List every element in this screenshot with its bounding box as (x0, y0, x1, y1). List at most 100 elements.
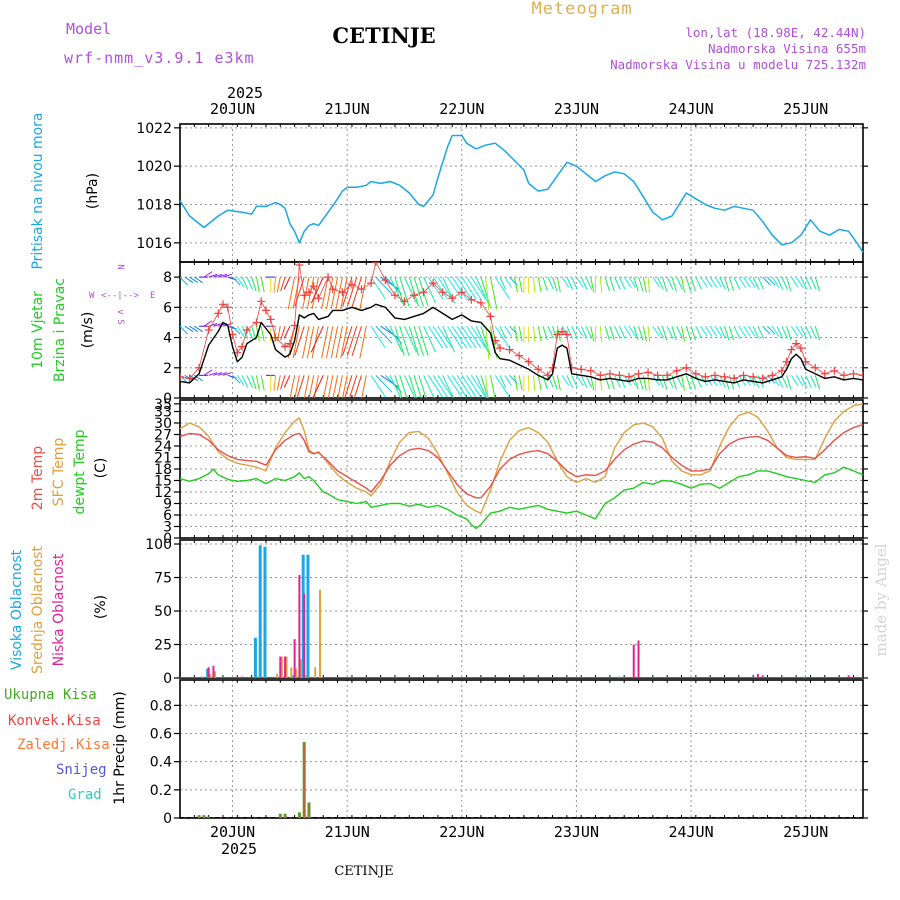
wind-arrow (276, 326, 281, 342)
wind-arrow (389, 375, 402, 398)
wind-arrow (399, 326, 410, 356)
wind-arrow (408, 375, 417, 398)
wind-arrow (451, 375, 467, 398)
compass-north: N (115, 264, 125, 269)
wind-arrow (461, 325, 477, 349)
wind-arrow (302, 277, 310, 310)
cloud-bar (279, 656, 282, 678)
gust-marker (309, 282, 318, 291)
wind-arrow (743, 276, 751, 288)
wind-arrow (370, 375, 386, 398)
wind-arrow (246, 326, 253, 339)
wind-arrow (342, 276, 353, 307)
wind-arrow (542, 276, 548, 292)
gust-marker (218, 300, 227, 309)
wind-arrow (614, 276, 621, 290)
wind-arrow (695, 375, 702, 388)
wind-arrow (348, 375, 358, 398)
wind-arrow (704, 276, 713, 288)
wind-arrow (283, 326, 291, 339)
gust-marker (586, 366, 595, 375)
gust-marker (285, 339, 294, 348)
wind-arrow (590, 375, 595, 391)
gust-marker (324, 273, 333, 282)
wind-arrow (690, 326, 696, 341)
pressure-title: Pritisak na nivou mora (30, 112, 46, 269)
wind-arrow (590, 277, 595, 293)
y-tick-label: 27 (154, 428, 172, 444)
precip-bar (305, 813, 307, 818)
watermark: made by Angel (872, 543, 890, 656)
wind-arrow (423, 276, 437, 304)
cloud-bar (293, 639, 296, 678)
wind-arrow (666, 326, 674, 339)
wind-arrow (499, 326, 507, 339)
wind-arrow (189, 276, 199, 284)
gust-marker (663, 371, 672, 380)
wind-arrow (203, 271, 213, 278)
gust-marker (338, 288, 347, 297)
wind-arrow (321, 277, 329, 310)
wind-arrow (389, 326, 403, 353)
wind-arrow (413, 326, 424, 356)
wind-arrow (810, 276, 817, 290)
gust-marker (271, 333, 280, 342)
precip-bar (303, 743, 306, 818)
wind-arrow (203, 320, 213, 327)
model-name: wrf-nmm_v3.9.1 e3km (64, 49, 255, 67)
wind-arrow (432, 375, 448, 398)
precip-zaledj-label: Zaledj.Kisa (17, 737, 110, 753)
gust-marker (644, 368, 653, 377)
panel-frame (179, 679, 864, 819)
day-label-top: 23JUN (554, 100, 599, 118)
y-tick-label: 0.6 (150, 727, 172, 743)
wind-arrow (504, 375, 512, 386)
wind-arrow (781, 375, 788, 388)
wind-arrow (296, 375, 305, 398)
wind-arrow (709, 276, 718, 288)
wind-arrow (685, 375, 692, 390)
y-tick-label: 0 (163, 391, 172, 407)
sfc-temp-line (179, 403, 864, 514)
wind-arrow (418, 326, 429, 356)
wind-arrow (571, 326, 578, 339)
wind-arrow (222, 372, 232, 376)
grid (180, 124, 863, 262)
wind-arrow (790, 375, 799, 386)
wind-arrow (537, 326, 542, 342)
cloud-bar (852, 676, 855, 678)
gust-marker (859, 371, 863, 380)
y-tick-label: 0 (163, 671, 172, 687)
grid (180, 400, 863, 538)
wind-arrow (580, 375, 588, 388)
wind-arrow (232, 374, 241, 384)
cloud-low-label: Niska Oblacnost (51, 553, 67, 666)
wind-arrow (180, 276, 188, 286)
wind-arrow (273, 277, 277, 293)
y-tick-label: 33 (154, 405, 172, 421)
gust-marker (777, 366, 786, 375)
wind-arrow (618, 375, 626, 388)
wind-arrow (466, 375, 482, 398)
wind-arrow (609, 276, 615, 292)
wind-arrow (738, 276, 746, 288)
wind-arrow (642, 326, 647, 342)
y-tick-label: 75 (154, 571, 172, 587)
wind-arrow (203, 369, 213, 376)
cloud-bar (201, 676, 205, 678)
wind-arrow (480, 276, 491, 307)
wind-arrow (810, 326, 817, 339)
wind-arrow (566, 375, 573, 388)
wind-arrow (681, 277, 686, 293)
wind-arrow (294, 375, 300, 398)
wind-arrow (361, 375, 367, 398)
wind-arrow (642, 277, 647, 293)
wind-arrow (614, 375, 621, 388)
y-tick-label: 1016 (136, 236, 172, 252)
temp-sfc-label: SFC Temp (51, 438, 67, 507)
y-tick-label: 6 (163, 300, 172, 316)
wind-arrow (375, 374, 393, 393)
wind-arrow (236, 375, 245, 386)
